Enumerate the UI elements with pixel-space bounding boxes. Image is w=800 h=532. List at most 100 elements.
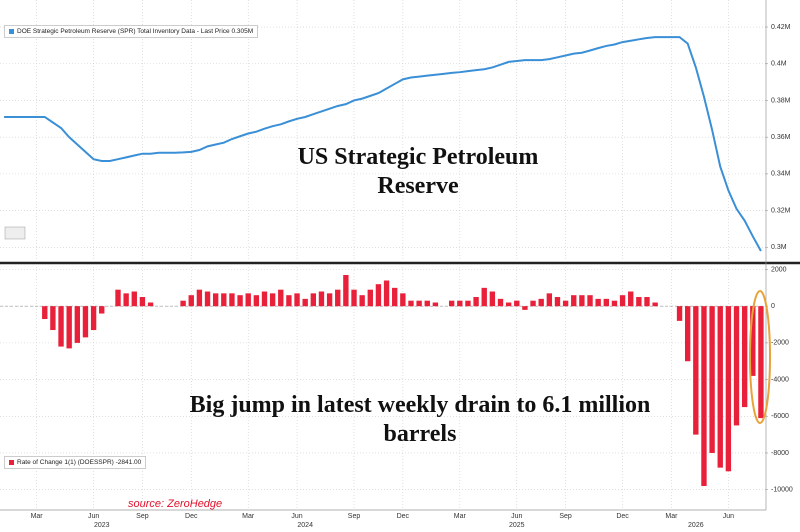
bar [278,289,284,307]
bar [188,295,194,307]
bar [619,295,626,307]
bar [628,291,634,307]
source: source: ZeroHedge [128,498,223,510]
x-tick-label: Mar [31,513,44,520]
bar [489,291,496,307]
bar [99,306,105,314]
highlight-ellipse [749,290,771,424]
bar [546,293,553,307]
bar [725,306,732,472]
x-tick-label: Dec [616,513,629,520]
bar [343,275,349,307]
x-tick-label: Sep [136,513,149,520]
bar [400,293,406,307]
bar [448,300,455,307]
bar [693,306,699,435]
bar [139,297,146,307]
x-tick-label: Mar [454,513,467,520]
x-tick-label: Jun [88,513,99,520]
y-tick-label: 0.38M [771,97,791,104]
annotation: Big jump in latest weekly drain to 6.1 m… [189,392,651,447]
bar [42,306,48,320]
x-tick-label: Sep [559,513,572,520]
bar [717,306,723,468]
bar [82,306,89,338]
bar [310,293,317,307]
x-tick-label: Sep [348,513,361,520]
bar [367,289,373,307]
y-tick-label: 0.42M [771,24,791,31]
y-tick-label: -4000 [771,376,789,383]
bar [90,306,97,331]
bar [221,293,227,307]
bar [644,297,650,307]
bar [432,302,439,307]
bar [131,291,137,307]
legend-label: Rate of Change 1(1) (DOESSPR) -2841.00 [17,459,142,466]
bar [603,298,609,307]
bar [229,293,235,307]
x-tick-label: Jun [723,513,734,520]
x-tick-label: Mar [242,513,255,520]
y-tick-label: -2000 [771,340,789,347]
x-year-label: 2026 [688,522,704,529]
bar [204,291,211,307]
bar [212,293,219,307]
y-tick-label: -6000 [771,413,789,420]
bar [554,297,561,307]
legend: DOE Strategic Petroleum Reserve (SPR) To… [4,25,259,38]
bar [392,287,398,307]
bar [318,291,325,307]
bar [497,298,504,307]
bar [294,293,300,307]
x-year-label: 2025 [509,522,525,529]
legend-swatch [9,459,14,465]
bar [302,298,308,307]
bar [473,297,479,307]
bar [465,300,471,307]
line-series [4,36,762,252]
y-tick-label: 0.34M [771,171,791,178]
bar [685,306,691,362]
y-tick-label: 2000 [771,266,787,273]
bar [326,293,333,307]
bar [481,287,487,307]
bar [587,295,593,307]
bar [595,298,601,307]
bar [383,280,390,307]
x-tick-label: Dec [185,513,198,520]
bar [424,300,430,307]
bar [636,297,642,307]
bar [538,298,544,307]
y-tick-label: 0.4M [771,61,787,68]
bar [416,300,422,307]
bar [571,295,577,307]
bar [196,289,203,307]
bar [180,300,186,307]
bar [66,306,72,349]
annotation: US Strategic Petroleum Reserve [297,144,539,199]
bar [115,289,121,307]
legend-swatch [9,28,14,34]
bar [514,300,520,307]
x-tick-label: Jun [291,513,302,520]
bar [335,289,341,307]
bar [74,306,80,343]
bar [261,291,268,307]
legend-label: DOE Strategic Petroleum Reserve (SPR) To… [17,28,254,35]
y-tick-label: 0.32M [771,207,791,214]
bar [611,300,618,307]
bar [375,284,382,307]
legend: Rate of Change 1(1) (DOESSPR) -2841.00 [4,456,147,469]
bar [237,295,243,307]
bar [676,306,683,321]
y-tick-label: -10000 [771,486,793,493]
bar [359,295,365,307]
bar [701,306,707,486]
series-icon [4,226,26,240]
x-tick-label: Mar [665,513,678,520]
bar [562,300,569,307]
